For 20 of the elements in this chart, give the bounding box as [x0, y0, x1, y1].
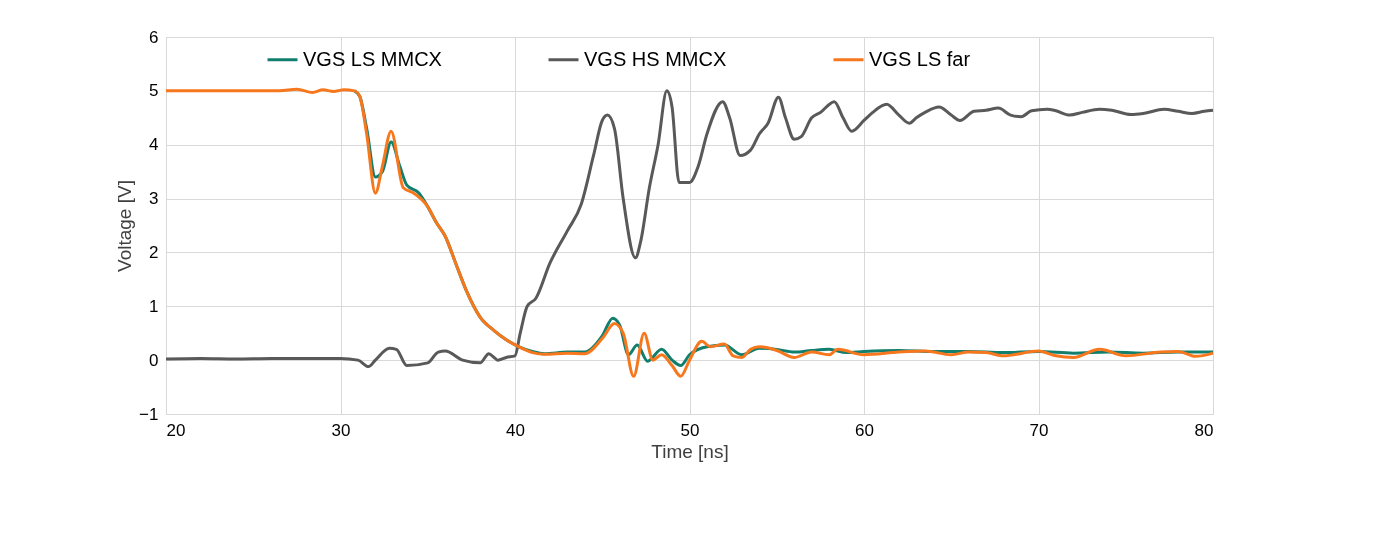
y-tick-label: 4	[149, 135, 159, 155]
y-axis-title: Voltage [V]	[114, 180, 136, 272]
y-tick-label: 6	[149, 27, 159, 47]
y-tick-label: 0	[149, 350, 159, 370]
x-tick-label: 70	[1029, 420, 1049, 440]
legend-label: VGS LS MMCX	[303, 47, 442, 70]
x-tick-label: 60	[855, 420, 874, 440]
y-tick-label: 1	[149, 296, 159, 316]
x-axis-title: Time [ns]	[651, 440, 729, 462]
x-tick-label: 20	[166, 420, 186, 440]
x-tick-label: 40	[506, 420, 525, 440]
x-tick-label: 80	[1194, 420, 1214, 440]
y-tick-label: −1	[139, 404, 159, 424]
y-tick-label: 3	[149, 189, 159, 209]
y-tick-label: 5	[149, 81, 159, 101]
x-tick-label: 50	[680, 420, 700, 440]
y-tick-label: 2	[149, 242, 159, 262]
legend-label: VGS HS MMCX	[584, 47, 727, 70]
x-tick-label: 30	[331, 420, 351, 440]
legend-label: VGS LS far	[869, 47, 971, 70]
